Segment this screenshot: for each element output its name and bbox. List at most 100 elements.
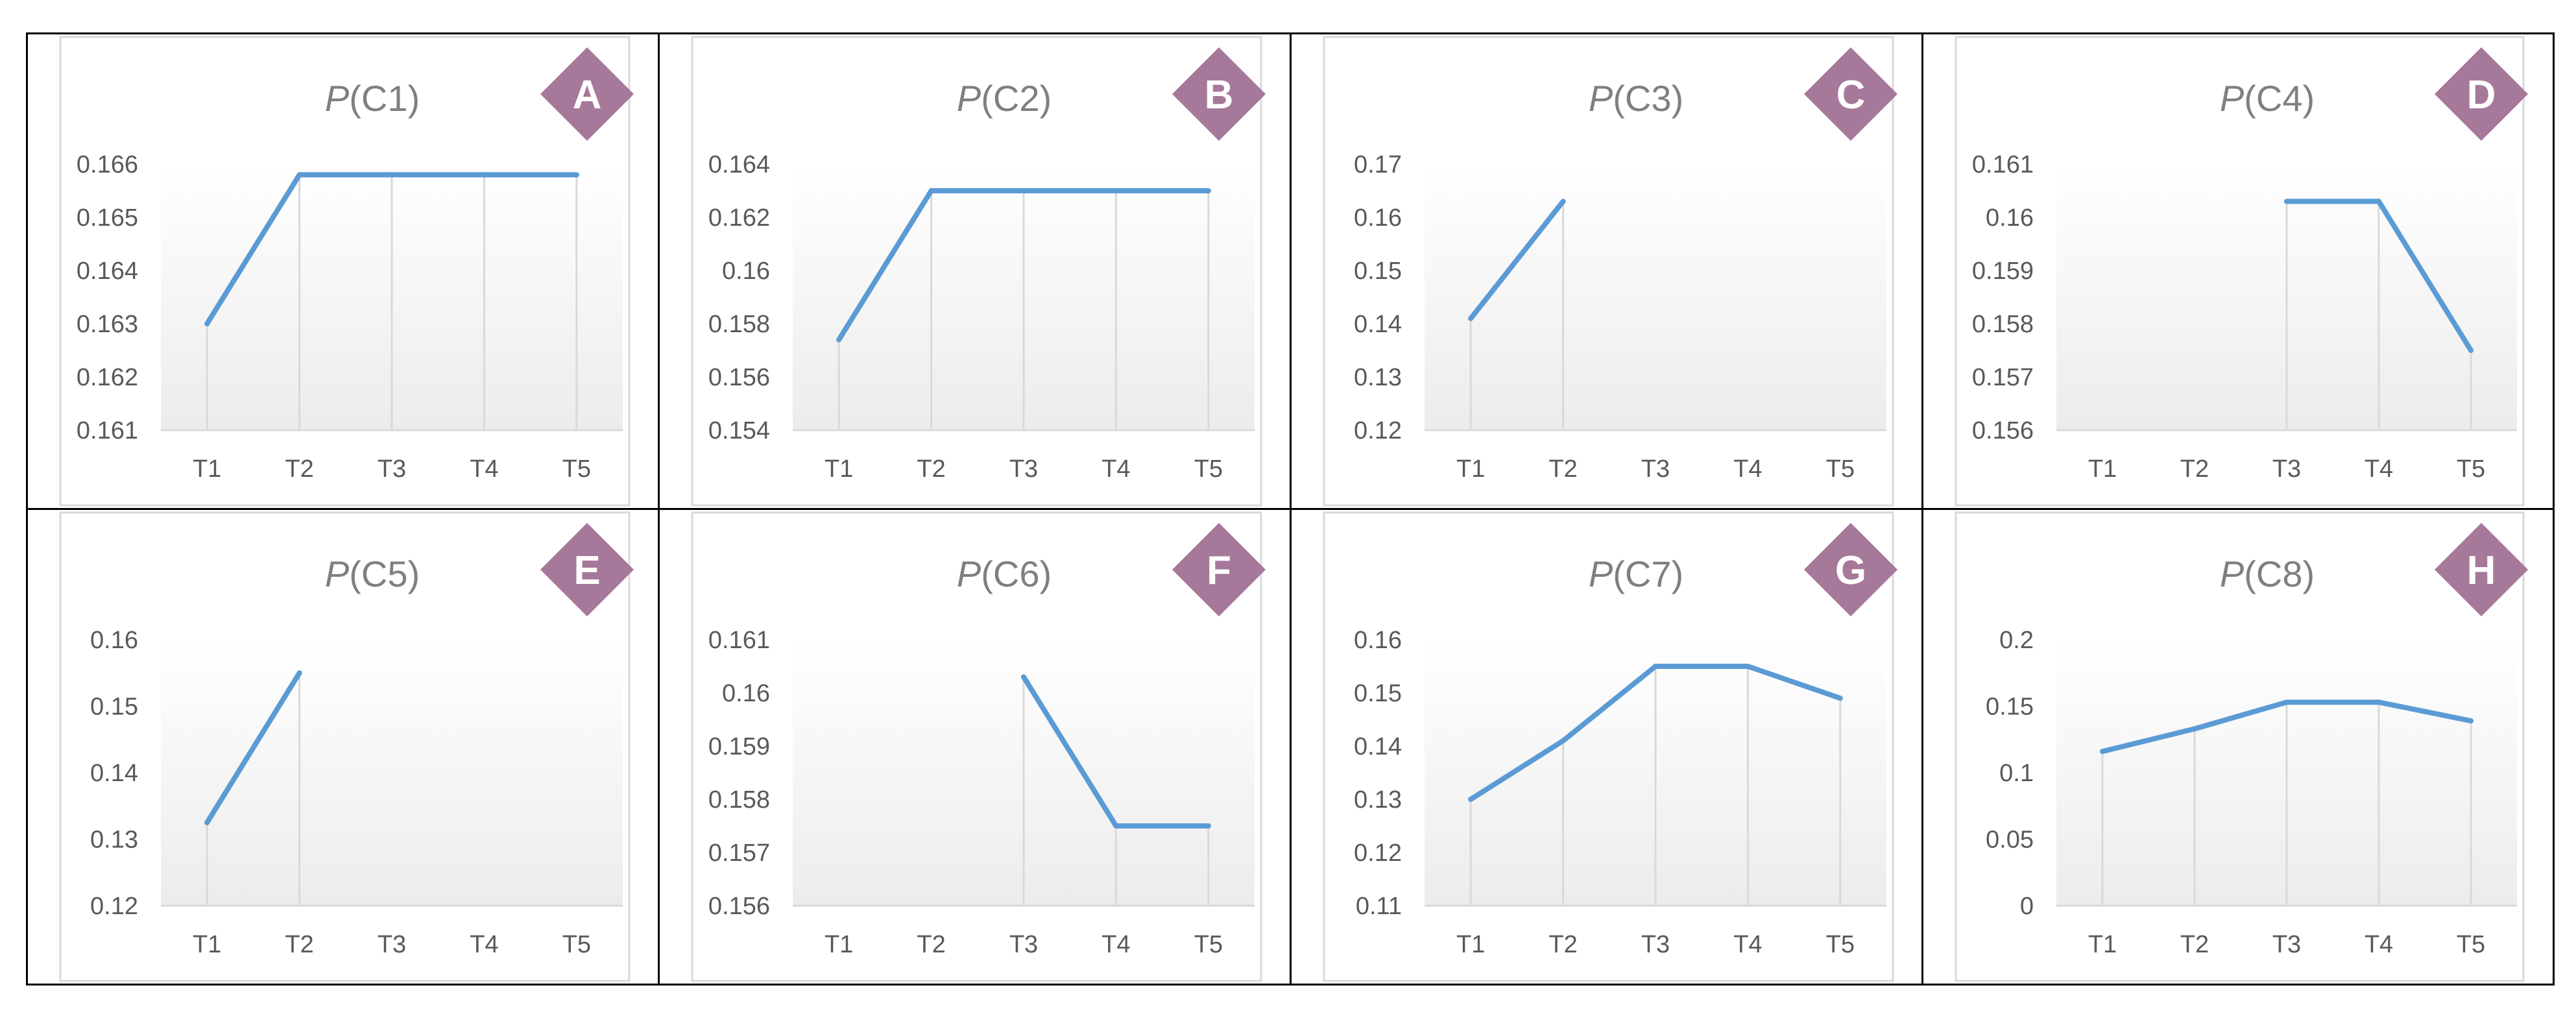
data-point <box>2468 718 2474 724</box>
data-point <box>204 321 210 326</box>
chart-panel-b: P(C2) B 0.154 0.156 0.158 0.16 0.162 0.164 T1 T2 T… <box>660 34 1290 510</box>
y-tick-label: 0.05 <box>1986 827 2034 854</box>
chart-area-border <box>1955 511 2525 982</box>
y-tick-label: 0.16 <box>90 627 138 654</box>
chart-area-border <box>1323 511 1894 982</box>
chart-title-suffix: (C6) <box>981 553 1052 594</box>
badge-letter: D <box>2467 73 2496 117</box>
y-tick-label: 0.156 <box>708 893 770 920</box>
chart-svg: P(C3) C 0.12 0.13 0.14 0.15 0.16 0.17 T1 T2 T3 T4 T5 <box>1323 36 1897 507</box>
data-point <box>481 172 487 178</box>
badge-diamond <box>2435 47 2528 141</box>
y-tick-label: 0.161 <box>1972 151 2034 178</box>
data-point <box>1468 797 1474 802</box>
badge-diamond <box>1804 47 1897 141</box>
chart-title-prefix: P <box>957 78 981 119</box>
y-tick-label: 0.12 <box>1354 417 1402 444</box>
chart-title-prefix: P <box>1589 78 1613 119</box>
x-tick-label: T1 <box>1456 931 1485 958</box>
chart-area-border <box>1323 36 1894 507</box>
plot-area <box>161 640 623 906</box>
x-tick-label: T1 <box>1456 455 1485 483</box>
data-point <box>296 670 302 676</box>
chart-title-prefix: P <box>2220 78 2244 119</box>
plot-area <box>1425 164 1886 430</box>
x-tick-label: T5 <box>1826 455 1855 483</box>
chart-title-suffix: (C2) <box>981 78 1052 119</box>
x-tick-label: T4 <box>2365 455 2393 483</box>
data-point <box>1560 199 1566 204</box>
chart-title-prefix: P <box>2220 553 2244 594</box>
y-tick-label: 0.2 <box>1999 627 2034 654</box>
y-tick-label: 0.161 <box>77 417 138 444</box>
y-tick-label: 0.163 <box>77 311 138 338</box>
y-tick-label: 0.161 <box>708 627 770 654</box>
x-tick-label: T1 <box>825 931 853 958</box>
chart-panel-d: P(C4) D 0.156 0.157 0.158 0.159 0.16 0.161 T1 T2 T… <box>1923 34 2554 510</box>
chart-title-prefix: P <box>1589 553 1613 594</box>
chart-panel-a: P(C1) A 0.161 0.162 0.163 0.164 0.165 0.166 T1 T2… <box>28 34 658 510</box>
chart-title: P(C3) <box>1589 78 1683 119</box>
badge-diamond <box>540 47 634 141</box>
chart-title: P(C8) <box>2220 553 2315 594</box>
x-tick-label: T5 <box>2457 455 2485 483</box>
x-tick-label: T1 <box>193 455 221 483</box>
x-tick-label: T4 <box>470 931 498 958</box>
y-tick-label: 0.162 <box>77 364 138 391</box>
data-point <box>2192 726 2197 732</box>
chart-svg: P(C8) H 0 0.05 0.1 0.15 0.2 T1 T2 T3 T4 T5 <box>1955 511 2528 982</box>
data-point <box>1560 738 1566 744</box>
series-line <box>204 670 302 825</box>
y-tick-label: 0.13 <box>90 827 138 854</box>
chart-grid: P(C1) A 0.161 0.162 0.163 0.164 0.165 0.166 T1 T2… <box>26 32 2555 986</box>
chart-title-prefix: P <box>325 553 349 594</box>
chart-area-border <box>59 511 631 982</box>
x-tick-label: T3 <box>1009 931 1038 958</box>
chart-title-suffix: (C1) <box>349 78 420 119</box>
x-tick-label: T4 <box>1733 455 1762 483</box>
chart-title-suffix: (C5) <box>349 553 420 594</box>
x-tick-label: T3 <box>2272 455 2301 483</box>
x-tick-label: T3 <box>1009 455 1038 483</box>
chart-area-border <box>1955 36 2525 507</box>
chart-area-border <box>691 36 1262 507</box>
data-point <box>1113 823 1119 829</box>
chart-area-border <box>59 36 631 507</box>
data-point <box>2376 199 2381 204</box>
y-tick-label: 0.162 <box>708 204 770 232</box>
y-tick-label: 0 <box>2020 893 2034 920</box>
y-tick-label: 0.15 <box>1354 680 1402 707</box>
chart-svg: P(C7) G 0.11 0.12 0.13 0.14 0.15 0.16 T1 T2 T3 T4 T5 <box>1323 511 1897 982</box>
data-point <box>1468 315 1474 321</box>
chart-title-prefix: P <box>325 78 349 119</box>
x-tick-label: T1 <box>2088 931 2117 958</box>
y-tick-label: 0.154 <box>708 417 770 444</box>
x-tick-label: T1 <box>2088 455 2117 483</box>
data-point <box>389 172 394 178</box>
data-point <box>2376 699 2381 705</box>
x-tick-label: T5 <box>1826 931 1855 958</box>
x-tick-label: T4 <box>1101 931 1130 958</box>
x-tick-label: T2 <box>917 455 945 483</box>
y-tick-label: 0.157 <box>708 840 770 867</box>
y-tick-label: 0.17 <box>1354 151 1402 178</box>
x-tick-label: T3 <box>378 455 406 483</box>
badge-letter: F <box>1207 548 1231 593</box>
data-point <box>1205 188 1211 193</box>
badge-diamond <box>540 523 634 616</box>
chart-svg: P(C2) B 0.154 0.156 0.158 0.16 0.162 0.164 T1 T2 T… <box>691 36 1266 507</box>
y-tick-label: 0.159 <box>708 733 770 760</box>
badge-letter: E <box>573 548 600 593</box>
x-tick-label: T3 <box>1641 455 1670 483</box>
chart-title: P(C1) <box>325 78 420 119</box>
data-point <box>296 172 302 178</box>
chart-title: P(C4) <box>2220 78 2315 119</box>
chart-panel-f: P(C6) F 0.156 0.157 0.158 0.159 0.16 0.161 T1 T2 T… <box>660 510 1290 986</box>
y-tick-label: 0.11 <box>1356 893 1402 920</box>
x-tick-label: T3 <box>2272 931 2301 958</box>
data-point <box>2284 699 2289 705</box>
y-tick-label: 0.16 <box>1986 204 2034 232</box>
y-tick-label: 0.16 <box>722 258 770 285</box>
data-point <box>573 172 579 178</box>
badge-letter: C <box>1836 73 1866 117</box>
